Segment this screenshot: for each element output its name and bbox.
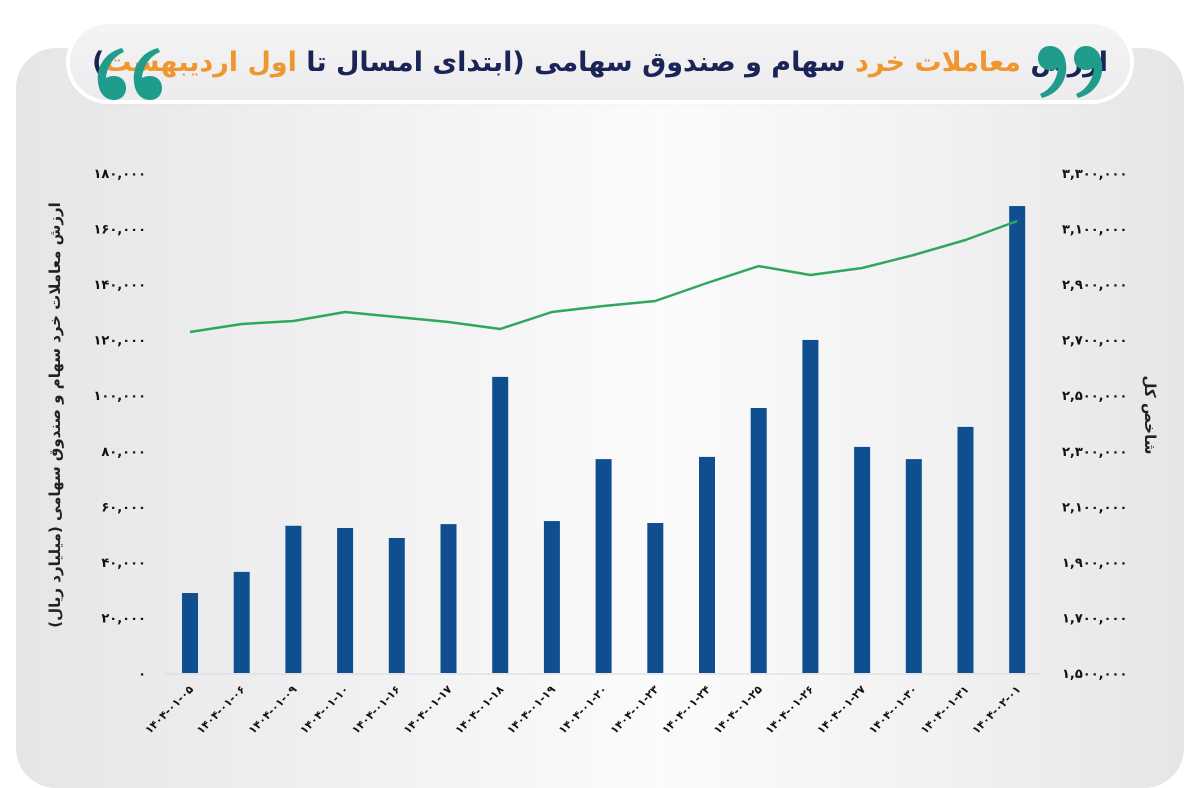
bar — [595, 459, 612, 673]
bar — [802, 339, 819, 673]
x-axis-tick: ۱۴۰۴-۰۱-۳۱ — [918, 683, 972, 737]
bar — [750, 408, 767, 673]
bar — [905, 459, 922, 673]
right-axis-tick: ۱,۹۰۰,۰۰۰ — [1062, 556, 1127, 571]
x-axis-tick: ۱۴۰۴-۰۱-۲۵ — [711, 683, 765, 737]
bar — [388, 538, 405, 673]
bar — [440, 524, 457, 673]
x-axis-tick: ۱۴۰۴-۰۱-۲۰ — [556, 683, 610, 737]
x-axis-tick: ۱۴۰۴-۰۱-۰۹ — [246, 683, 300, 737]
x-axis-tick: ۱۴۰۴-۰۱-۱۹ — [504, 683, 558, 737]
index-line — [189, 219, 1018, 334]
right-axis-tick: ۱,۷۰۰,۰۰۰ — [1062, 611, 1127, 626]
right-axis-tick: ۲,۳۰۰,۰۰۰ — [1062, 445, 1127, 460]
x-axis-tick: ۱۴۰۴-۰۱-۱۷ — [401, 683, 455, 737]
quote-open-icon — [97, 48, 162, 100]
left-axis-tick: ۴۰,۰۰۰ — [101, 556, 146, 571]
x-axis-tick: ۱۴۰۴-۰۱-۱۰ — [298, 683, 352, 737]
bar — [182, 593, 198, 673]
left-axis-tick: ۱۰۰,۰۰۰ — [93, 389, 146, 404]
left-axis-tick: ۱۸۰,۰۰۰ — [93, 167, 146, 182]
title-part: سهام و صندوق سهامی (ابتدای امسال تا — [296, 46, 856, 78]
x-axis-tick: ۱۴۰۴-۰۲-۰۱ — [970, 683, 1024, 737]
bar — [1009, 206, 1026, 674]
right-axis-tick: ۲,۵۰۰,۰۰۰ — [1062, 389, 1127, 404]
bar — [233, 571, 250, 673]
left-axis-tick: ۱۲۰,۰۰۰ — [93, 334, 146, 349]
bar — [699, 456, 715, 673]
left-axis-tick: ۸۰,۰۰۰ — [101, 445, 146, 460]
x-axis-tick: ۱۴۰۴-۰۱-۱۸ — [453, 683, 507, 737]
right-axis-tick: ۳,۱۰۰,۰۰۰ — [1062, 223, 1127, 238]
right-axis-tick: ۲,۱۰۰,۰۰۰ — [1062, 500, 1127, 515]
left-axis-title: ارزش معاملات خرد سهام و صندوق سهامی (میل… — [46, 202, 64, 628]
right-axis-tick: ۲,۹۰۰,۰۰۰ — [1062, 278, 1127, 293]
bar — [543, 521, 560, 673]
left-axis-tick: ۱۴۰,۰۰۰ — [93, 278, 146, 293]
left-axis-tick: ۰ — [138, 667, 146, 682]
right-axis-tick: ۲,۷۰۰,۰۰۰ — [1062, 334, 1127, 349]
x-axis-tick: ۱۴۰۴-۰۱-۱۶ — [349, 683, 403, 737]
title-part-highlight: معاملات خرد — [855, 46, 1021, 78]
bar — [647, 523, 664, 673]
title-banner: ارزش معاملات خرد سهام و صندوق سهامی (ابت… — [70, 24, 1130, 100]
chart-title: ارزش معاملات خرد سهام و صندوق سهامی (ابت… — [92, 47, 1108, 78]
bar — [285, 525, 302, 673]
left-axis-tick: ۱۶۰,۰۰۰ — [93, 223, 146, 238]
x-axis-tick: ۱۴۰۴-۰۱-۲۴ — [659, 683, 713, 737]
x-axis-tick: ۱۴۰۴-۰۱-۲۳ — [608, 683, 662, 737]
x-axis-tick: ۱۴۰۴-۰۱-۲۶ — [763, 683, 817, 737]
x-axis-tick: ۱۴۰۴-۰۱-۰۶ — [194, 683, 248, 737]
x-axis-tick: ۱۴۰۴-۰۱-۳۰ — [866, 683, 920, 737]
x-axis-tick: ۱۴۰۴-۰۱-۰۵ — [142, 683, 196, 737]
left-axis-tick: ۶۰,۰۰۰ — [101, 500, 146, 515]
quote-close-icon — [1038, 46, 1103, 98]
bar — [957, 426, 974, 673]
bar — [492, 376, 509, 673]
left-axis-tick: ۲۰,۰۰۰ — [101, 611, 146, 626]
combo-chart: ۰ ۲۰,۰۰۰ ۴۰,۰۰۰ ۶۰,۰۰۰ ۸۰,۰۰۰ ۱۰۰,۰۰۰ ۱۲۰,۰۰۰ ۱… — [93, 167, 1127, 737]
bar — [337, 528, 354, 673]
right-axis-title: شاخص کل — [1141, 375, 1159, 455]
bar — [854, 446, 871, 673]
right-axis-tick: ۱,۵۰۰,۰۰۰ — [1062, 667, 1127, 682]
x-axis-tick: ۱۴۰۴-۰۱-۲۷ — [815, 683, 869, 737]
right-axis-tick: ۳,۳۰۰,۰۰۰ — [1062, 167, 1127, 182]
